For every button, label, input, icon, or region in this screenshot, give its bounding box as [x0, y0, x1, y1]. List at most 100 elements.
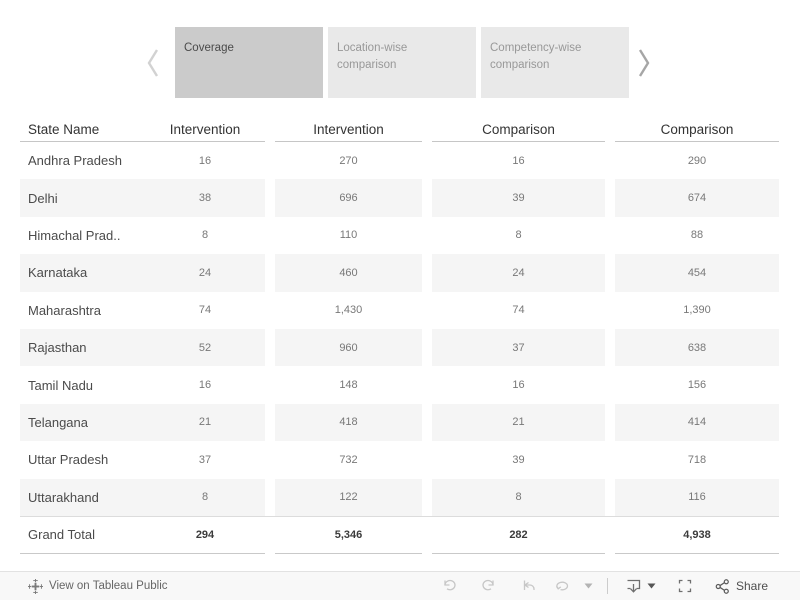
fullscreen-icon — [678, 579, 692, 593]
column-gap — [265, 479, 275, 516]
column-gap — [422, 217, 432, 254]
comparison-1-cell: 37 — [512, 341, 525, 354]
intervention-1-cell: 74 — [198, 304, 212, 317]
intervention-2-cell: 1,430 — [334, 304, 363, 317]
intervention-2-cell: 110 — [339, 229, 358, 242]
grand-total-row[interactable]: Grand Total 294 5,346 282 4,938 — [20, 515, 779, 554]
column-gap — [265, 404, 275, 441]
column-gap — [605, 479, 615, 516]
table-row[interactable]: Maharashtra 74 1,430 74 1,390 — [20, 292, 779, 329]
comparison-1-cell: 8 — [515, 229, 522, 242]
tableau-toolbar: View on Tableau Public — [0, 571, 800, 600]
column-gap — [605, 404, 615, 441]
redo-icon — [482, 579, 494, 591]
table-row[interactable]: Karnataka 24 460 24 454 — [20, 254, 779, 292]
state-name-cell: Uttar Pradesh — [28, 452, 109, 468]
comparison-2-cell: 454 — [687, 266, 707, 279]
column-gap — [265, 254, 275, 291]
column-gap — [422, 117, 432, 142]
comparison-2-cell: 638 — [687, 341, 707, 354]
column-gap — [605, 329, 615, 366]
column-gap — [265, 292, 275, 329]
state-name-cell: Andhra Pradesh — [28, 153, 122, 169]
coverage-table: State Name Intervention Intervention Com… — [20, 117, 779, 554]
table-row[interactable]: Delhi 38 696 39 674 — [20, 179, 779, 217]
column-gap — [605, 117, 615, 142]
revert-icon — [523, 580, 535, 590]
comparison-1-cell: 24 — [512, 266, 525, 279]
comparison-1-cell: 74 — [512, 304, 525, 317]
comparison-2-cell: 4,938 — [683, 528, 711, 541]
column-gap — [265, 441, 275, 478]
fullscreen-button[interactable] — [676, 577, 694, 595]
intervention-1-cell: 8 — [201, 491, 209, 504]
intervention-1-cell: 8 — [201, 229, 209, 242]
column-gap — [265, 217, 275, 254]
column-header-intervention-1[interactable]: Intervention — [169, 121, 241, 137]
comparison-1-cell: 16 — [512, 154, 525, 167]
tab-label: Coverage — [184, 42, 234, 54]
column-gap — [422, 366, 432, 403]
tabs-scroll-right-button[interactable] — [634, 47, 654, 79]
intervention-2-cell: 460 — [339, 266, 358, 279]
state-name-cell: Himachal Prad.. — [28, 227, 121, 243]
table-row[interactable]: Himachal Prad.. 8 110 8 88 — [20, 217, 779, 254]
column-gap — [605, 517, 615, 554]
column-header-comparison-1[interactable]: Comparison — [482, 121, 555, 137]
refresh-button[interactable] — [554, 577, 572, 595]
state-name-cell: Grand Total — [28, 527, 95, 543]
column-gap — [605, 441, 615, 478]
view-on-tableau-public-link[interactable]: View on Tableau Public — [28, 572, 168, 600]
chevron-right-icon — [638, 49, 650, 77]
caret-down-icon — [584, 583, 593, 589]
table-row[interactable]: Tamil Nadu 16 148 16 156 — [20, 366, 779, 403]
column-gap — [605, 217, 615, 254]
download-icon — [627, 579, 641, 593]
intervention-2-cell: 5,346 — [334, 528, 363, 541]
comparison-1-cell: 39 — [512, 192, 525, 205]
column-gap — [265, 179, 275, 216]
pause-auto-updates-caret-button[interactable] — [584, 583, 593, 589]
revert-button[interactable] — [520, 577, 538, 595]
state-name-cell: Tamil Nadu — [28, 377, 94, 393]
undo-button[interactable] — [440, 577, 458, 595]
tab-competency-wise-comparison[interactable]: Competency-wise comparison — [481, 27, 629, 98]
tab-location-wise-comparison[interactable]: Location-wise comparison — [328, 27, 476, 98]
state-name-cell: Rajasthan — [28, 340, 87, 356]
tabs-scroll-left-button[interactable] — [144, 47, 164, 79]
column-header-intervention-2[interactable]: Intervention — [313, 121, 384, 137]
column-gap — [605, 142, 615, 179]
column-gap — [265, 366, 275, 403]
intervention-2-cell: 696 — [339, 192, 358, 205]
table-row[interactable]: Andhra Pradesh 16 270 16 290 — [20, 142, 779, 179]
intervention-2-cell: 270 — [339, 154, 358, 167]
redo-button[interactable] — [480, 577, 498, 595]
share-button[interactable]: Share — [714, 578, 768, 595]
intervention-2-cell: 960 — [339, 341, 358, 354]
intervention-2-cell: 732 — [339, 453, 358, 466]
state-name-cell: Maharashtra — [28, 302, 101, 318]
refresh-icon — [556, 581, 569, 591]
state-name-cell: Karnataka — [28, 265, 88, 281]
state-name-cell: Telangana — [28, 414, 88, 430]
tab-coverage[interactable]: Coverage — [175, 27, 323, 98]
table-row[interactable]: Telangana 21 418 21 414 — [20, 403, 779, 442]
comparison-2-cell: 156 — [687, 379, 707, 392]
table-row[interactable]: Uttarakhand 8 122 8 116 — [20, 478, 779, 516]
table-row[interactable]: Rajasthan 52 960 37 638 — [20, 328, 779, 367]
intervention-1-cell: 294 — [195, 528, 215, 541]
comparison-2-cell: 1,390 — [683, 304, 711, 317]
tab-label: Competency-wise comparison — [490, 42, 582, 72]
table-row[interactable]: Uttar Pradesh 37 732 39 718 — [20, 441, 779, 478]
column-gap — [422, 292, 432, 329]
column-header-state-name[interactable]: State Name — [28, 121, 100, 137]
caret-down-icon — [647, 583, 656, 589]
undo-icon — [444, 579, 456, 591]
download-options-caret-button[interactable] — [647, 583, 656, 589]
table-body: Andhra Pradesh 16 270 16 290 Delhi 38 696 39 674 H… — [20, 142, 779, 554]
column-header-comparison-2[interactable]: Comparison — [660, 121, 734, 137]
comparison-2-cell: 290 — [687, 154, 707, 167]
download-button[interactable] — [624, 577, 643, 596]
column-gap — [265, 117, 275, 142]
